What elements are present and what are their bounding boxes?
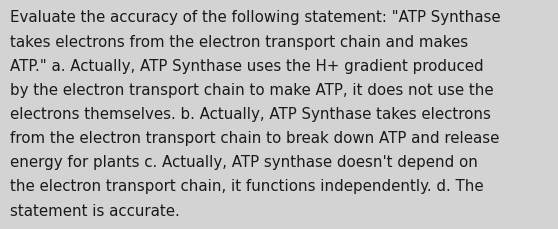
Text: statement is accurate.: statement is accurate. <box>10 203 180 218</box>
Text: the electron transport chain, it functions independently. d. The: the electron transport chain, it functio… <box>10 179 484 194</box>
Text: electrons themselves. b. Actually, ATP Synthase takes electrons: electrons themselves. b. Actually, ATP S… <box>10 106 491 121</box>
Text: by the electron transport chain to make ATP, it does not use the: by the electron transport chain to make … <box>10 82 494 97</box>
Text: Evaluate the accuracy of the following statement: "ATP Synthase: Evaluate the accuracy of the following s… <box>10 10 501 25</box>
Text: energy for plants c. Actually, ATP synthase doesn't depend on: energy for plants c. Actually, ATP synth… <box>10 155 478 169</box>
Text: ATP." a. Actually, ATP Synthase uses the H+ gradient produced: ATP." a. Actually, ATP Synthase uses the… <box>10 58 484 73</box>
Text: from the electron transport chain to break down ATP and release: from the electron transport chain to bre… <box>10 131 499 145</box>
Text: takes electrons from the electron transport chain and makes: takes electrons from the electron transp… <box>10 34 468 49</box>
